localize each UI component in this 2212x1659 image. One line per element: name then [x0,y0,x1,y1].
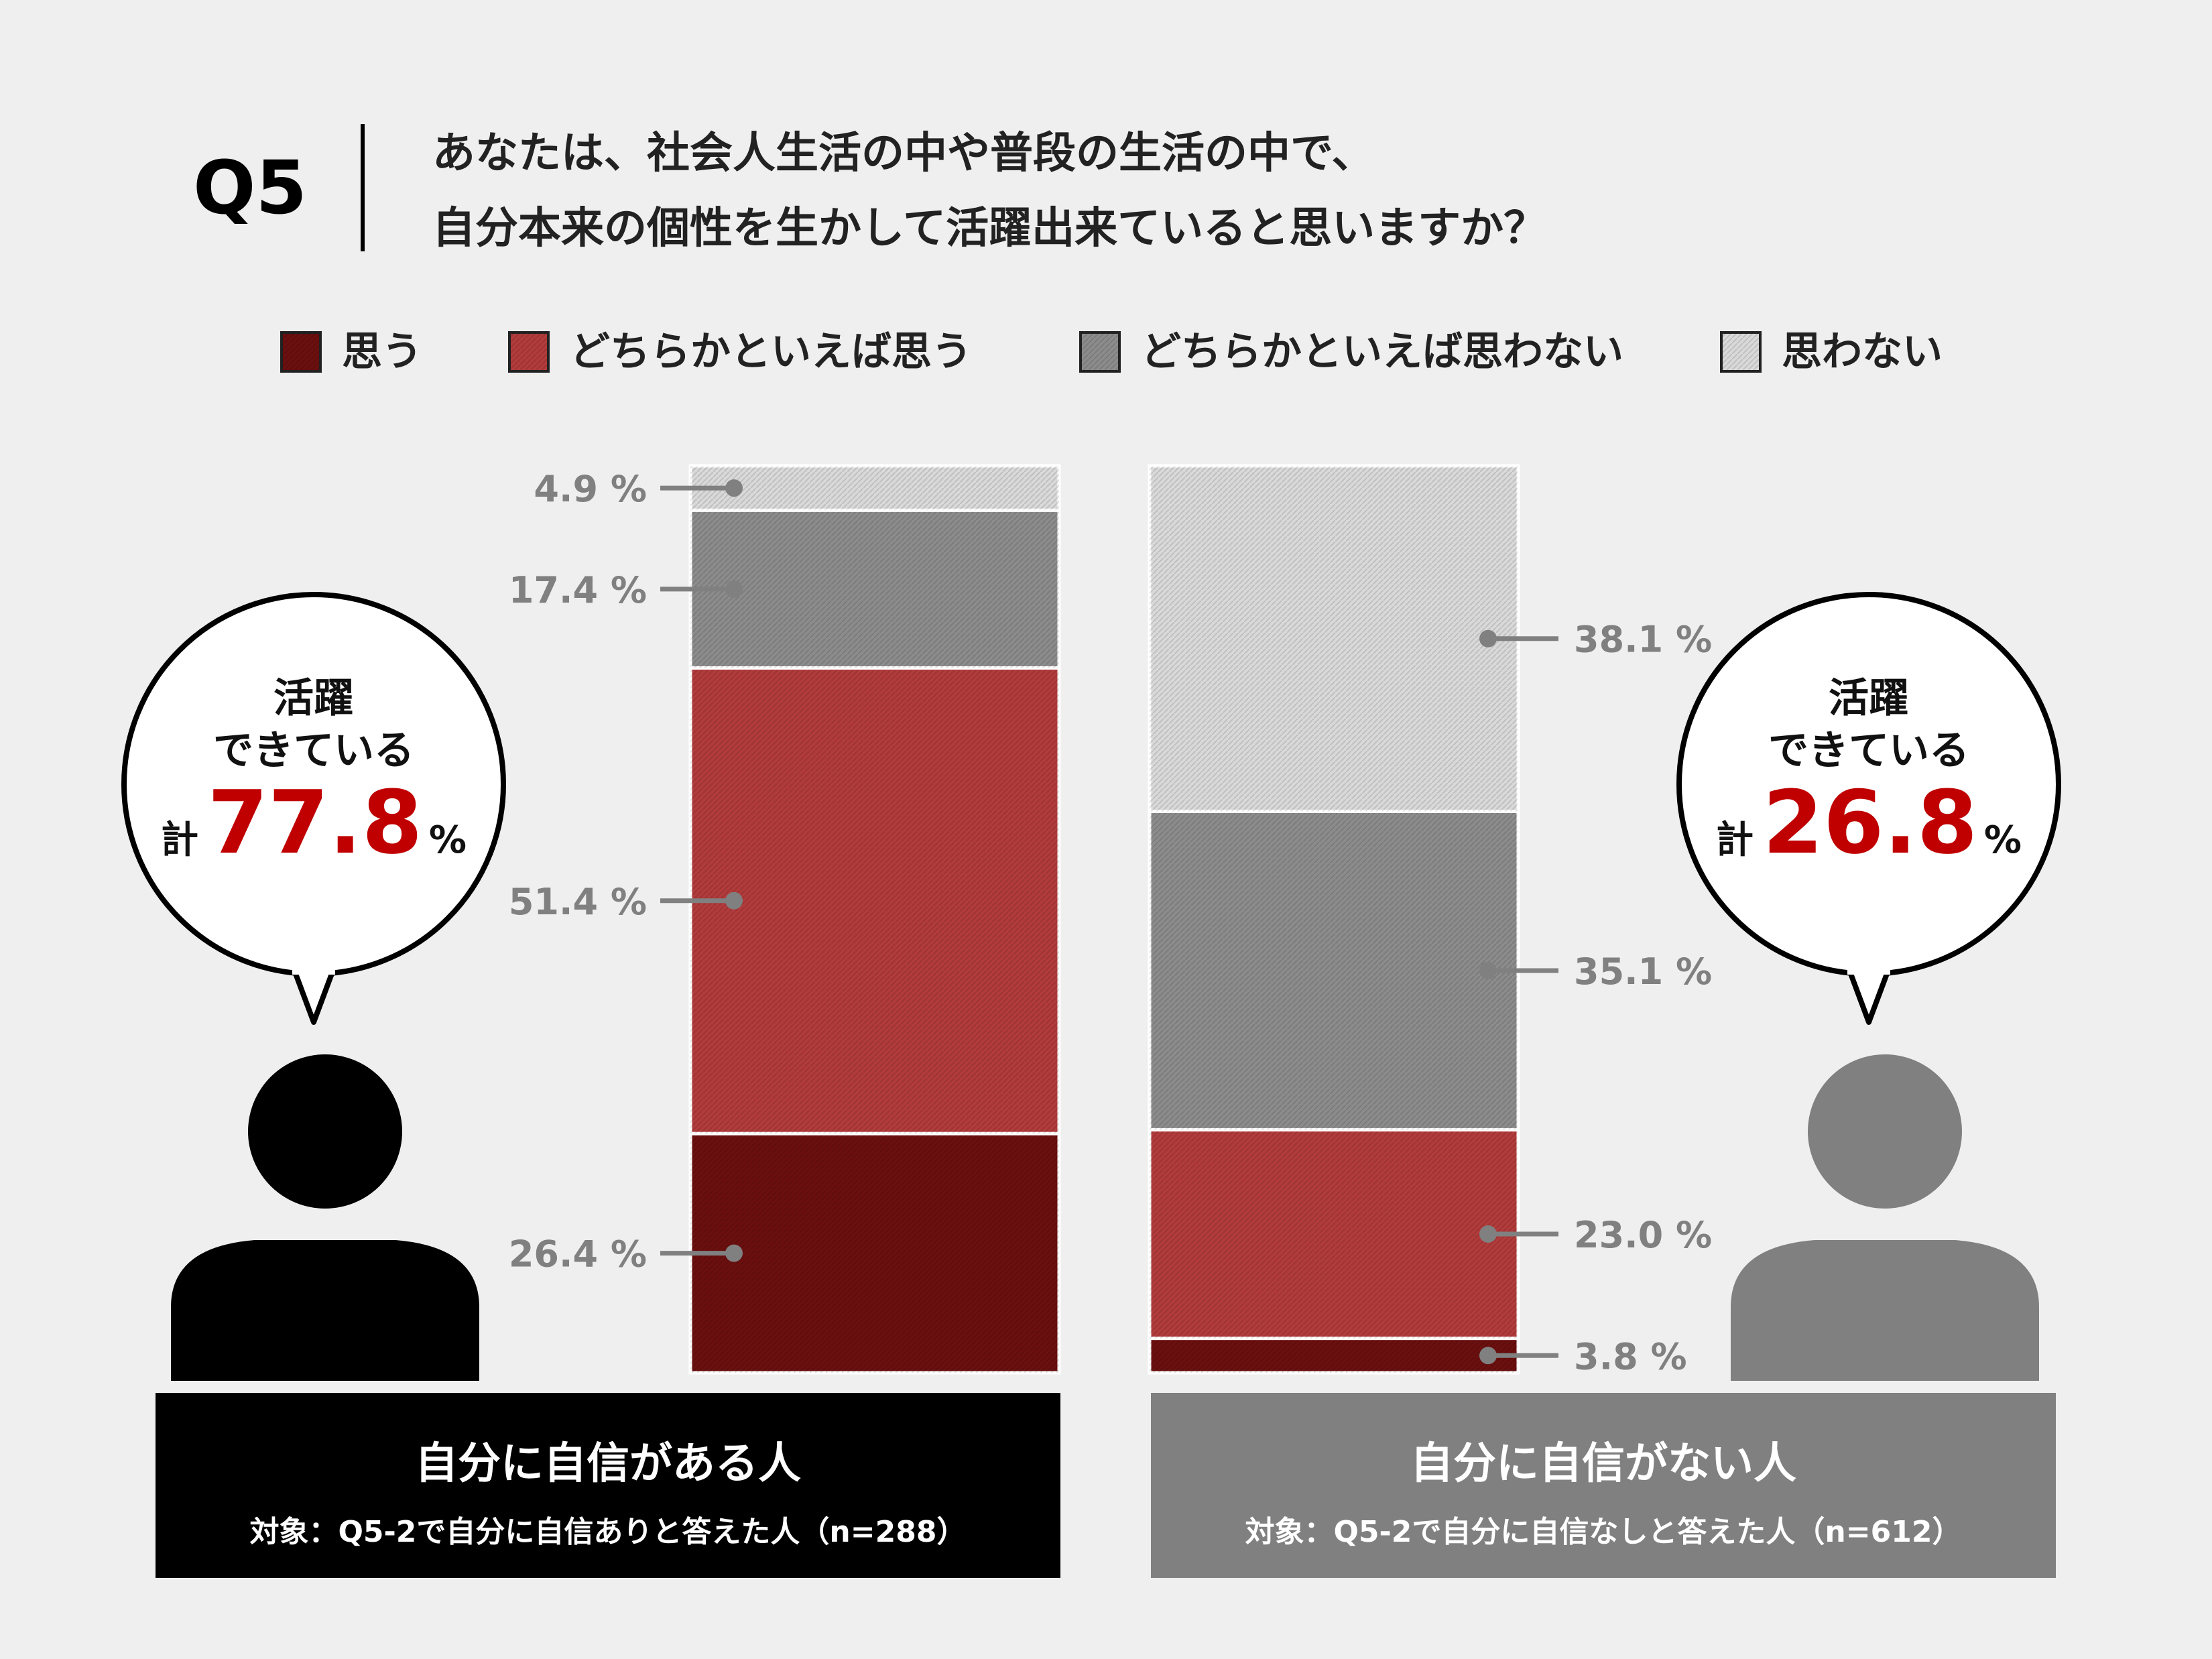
legend-item: どちらかといえば思わない [1079,328,1623,375]
category-subtitle: 対象：Q5-2で自分に自信ありと答えた人（n=288） [250,1515,967,1549]
bar-segment-texture [1150,811,1518,1130]
bar-segment-texture [690,510,1059,668]
bar-segment-texture [1150,466,1518,812]
callout-value: 77.8 [208,772,423,873]
legend-label: どちらかといえば思う [570,328,972,375]
callout-tail [1847,969,1890,1025]
legend: 思う どちらかといえば思う どちらかといえば思わない 思わない [280,328,1943,375]
value-label-text: 35.1 % [1574,950,1712,993]
callout-line-2: できている [213,727,414,774]
callout-prefix: 計 [161,818,198,862]
legend-item: 思わない [1720,328,1943,375]
value-label-text: 23.0 % [1574,1214,1712,1256]
question-header: Q5 あなたは、社会人生活の中や普段の生活の中で、 自分本来の個性を生かして活躍… [193,124,1546,253]
callout-value: 26.8 [1763,772,1978,873]
value-label-text: 4.9 % [534,468,647,510]
value-label: 26.4 % [509,1233,743,1276]
value-labels: 26.4 % 51.4 % 17.4 % 4.9 % 3.8 % 23.0 % 35.1 %… [509,468,1712,1377]
value-label: 23.0 % [1479,1214,1712,1256]
value-label-text: 3.8 % [1574,1335,1687,1377]
category-label: 自分に自信がある人 [415,1439,801,1489]
leader-dot [1479,961,1497,979]
legend-label: 思わない [1782,328,1943,375]
category-box-unconfident: 自分に自信がない人 対象：Q5-2で自分に自信なしと答えた人（n=612） [1151,1393,2056,1578]
leader-dot [725,1244,743,1262]
value-label: 35.1 % [1479,950,1712,993]
value-label-text: 38.1 % [1574,619,1712,661]
callout-total: 計 77.8 % [161,772,467,873]
callout-unit: % [1984,818,2022,862]
legend-swatch-texture [509,332,548,371]
bar-segment-texture [690,1133,1059,1373]
legend-item: どちらかといえば思う [508,328,972,375]
legend-swatch-texture [1721,332,1760,371]
leader-dot [1479,1225,1497,1243]
value-label-text: 26.4 % [509,1233,647,1276]
callout-tail-mask [1847,959,1890,975]
callout-line-1: 活躍 [1829,675,1909,722]
legend-swatch-texture [1081,332,1119,371]
value-label: 17.4 % [509,569,743,611]
category-box-confident: 自分に自信がある人 対象：Q5-2で自分に自信ありと答えた人（n=288） [156,1393,1060,1578]
callout-tail [292,969,335,1025]
person-icon-confident [171,1054,479,1381]
bars [688,464,1520,1375]
legend-item: 思う [280,328,422,375]
leader-dot [725,892,743,910]
legend-swatch-texture [282,332,320,371]
value-label: 51.4 % [509,881,743,923]
leader-dot [725,580,743,598]
bar-segment-texture [690,668,1059,1134]
value-label-text: 17.4 % [509,569,647,611]
leader-dot [1479,629,1497,648]
callout-total: 計 26.8 % [1716,772,2022,873]
leader-dot [725,479,743,497]
question-line-2: 自分本来の個性を生かして活躍出来ていると思いますか？ [432,204,1546,253]
person-icon-unconfident [1731,1054,2039,1381]
value-label: 3.8 % [1479,1335,1687,1377]
question-line-1: あなたは、社会人生活の中や普段の生活の中で、 [432,129,1374,178]
callout-prefix: 計 [1716,818,1754,862]
value-label-text: 51.4 % [509,881,647,923]
bar-segment-texture [1150,1338,1518,1373]
callout-tail-mask [292,959,335,975]
callout-line-1: 活躍 [273,675,354,722]
callout-left: 活躍 できている 計 77.8 % [121,592,506,1025]
callout-right: 活躍 できている 計 26.8 % [1676,592,2061,1025]
header-divider [361,124,365,251]
leader-dot [1479,1347,1497,1365]
bar-segment-texture [690,466,1059,511]
value-label: 38.1 % [1479,619,1712,661]
category-subtitle: 対象：Q5-2で自分に自信なしと答えた人（n=612） [1245,1515,1962,1549]
question-number: Q5 [193,145,307,231]
callout-unit: % [429,818,467,862]
bar-segment-texture [1150,1129,1518,1339]
category-label: 自分に自信がない人 [1410,1439,1796,1489]
legend-label: どちらかといえば思わない [1141,328,1623,375]
legend-label: 思う [342,328,422,375]
value-label: 4.9 % [534,468,743,510]
callout-line-2: できている [1768,727,1969,774]
